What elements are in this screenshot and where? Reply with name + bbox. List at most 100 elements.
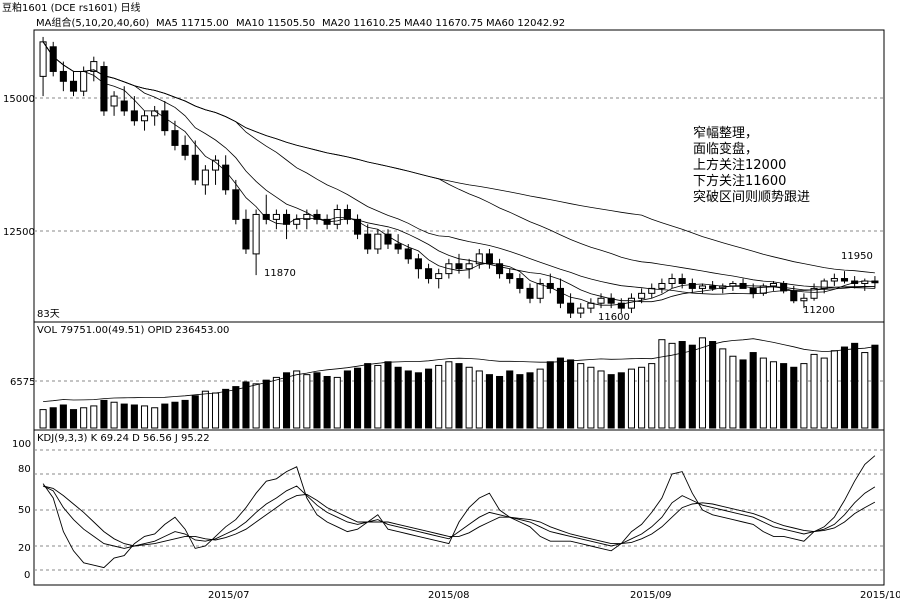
volume-bar <box>303 374 311 429</box>
ma60-line <box>42 41 875 274</box>
kdj-k-line <box>42 485 876 549</box>
annotation-line-5: 突破区间则顺势跟进 <box>693 189 810 205</box>
candle-down <box>496 263 504 275</box>
candle-up <box>627 297 636 309</box>
volume-bar <box>719 348 727 429</box>
candle-down <box>516 278 524 289</box>
annotation-line-4: 下方关注11600 <box>693 173 786 189</box>
candle-up <box>830 278 838 282</box>
candle-down <box>567 302 575 314</box>
volume-bar <box>39 409 47 429</box>
candle-down <box>242 218 250 250</box>
candle-down <box>749 287 757 294</box>
candle-down <box>526 287 534 299</box>
volume-bar <box>384 361 392 429</box>
volume-bar <box>709 341 717 429</box>
volume-bar <box>638 366 646 429</box>
volume-bar <box>414 372 422 429</box>
volume-bar <box>90 405 98 429</box>
annotation-line-1: 窄幅整理， <box>693 125 758 141</box>
volume-bar <box>759 357 767 429</box>
x-label-2015-10: 2015/10 <box>860 590 900 601</box>
candle-down <box>607 297 615 304</box>
candle-up <box>597 297 605 304</box>
volume-header: VOL 79751.00(49.51) OPID 236453.00 <box>37 325 229 336</box>
candle-down <box>506 273 514 280</box>
volume-bar <box>668 342 676 429</box>
ma20-value: MA20 11610.25 <box>322 18 401 29</box>
ma60-value: MA60 12042.92 <box>486 18 565 29</box>
ma40-value: MA40 11670.75 <box>404 18 483 29</box>
volume-bar <box>627 368 636 429</box>
kdj-j-line <box>42 455 876 569</box>
volume-bar <box>59 404 67 429</box>
candle-down <box>414 258 422 270</box>
volume-ma-line <box>43 338 875 402</box>
volume-bar <box>252 383 260 429</box>
volume-bar <box>506 370 514 429</box>
volume-bar <box>769 361 778 429</box>
volume-bar <box>211 392 220 429</box>
kdj-tick-80: 80 <box>18 464 31 475</box>
candle-up <box>638 292 646 299</box>
kdj-header: KDJ(9,3,3) K 69.24 D 56.56 J 95.22 <box>37 433 210 444</box>
candle-up <box>536 282 544 299</box>
kdj-tick-0: 0 <box>24 570 30 581</box>
volume-bar <box>617 372 625 429</box>
candle-down <box>181 144 189 156</box>
x-label-2015-09: 2015/09 <box>630 590 672 601</box>
candle-down <box>688 282 696 289</box>
candle-down <box>556 287 564 304</box>
volume-tick: 6575 <box>10 377 35 388</box>
volume-bar <box>546 361 554 429</box>
volume-bar <box>485 374 493 429</box>
volume-bar <box>810 353 818 429</box>
candle-down <box>840 278 849 282</box>
candle-down <box>394 243 402 250</box>
candle-down <box>171 130 179 146</box>
chart-marks <box>34 36 884 571</box>
volume-bar <box>161 403 169 429</box>
candle-down <box>425 268 433 280</box>
volume-bar <box>69 409 78 429</box>
candle-down <box>130 110 138 122</box>
volume-bar <box>333 376 341 429</box>
volume-bar <box>526 372 534 429</box>
candle-down <box>69 80 78 92</box>
price-tick-12500: 12500 <box>3 227 35 238</box>
x-label-2015-08: 2015/08 <box>428 590 470 601</box>
volume-bar <box>232 386 240 429</box>
volume-bar <box>191 395 199 429</box>
candle-up <box>211 159 220 171</box>
volume-bar <box>171 401 179 429</box>
candle-down <box>59 70 67 82</box>
candle-down <box>262 213 270 220</box>
volume-bar <box>698 337 707 429</box>
x-label-2015-07: 2015/07 <box>208 590 250 601</box>
volume-bar <box>567 359 575 429</box>
candle-up <box>465 263 473 270</box>
volume-bar <box>404 370 412 429</box>
volume-bar <box>688 344 696 429</box>
kdj-tick-100: 100 <box>12 439 31 450</box>
volume-bar <box>445 361 453 429</box>
candle-down <box>871 280 879 284</box>
volume-bar <box>861 352 869 429</box>
volume-bar <box>597 370 605 429</box>
ma-set-label: MA组合(5,10,20,40,60) <box>36 16 149 29</box>
candle-down <box>354 218 362 235</box>
annotation-line-3: 上方关注12000 <box>693 157 786 173</box>
low-label-11600: 11600 <box>598 312 630 323</box>
candle-down <box>617 302 625 309</box>
volume-bar <box>465 366 473 429</box>
candle-up <box>201 169 209 186</box>
volume-bar <box>840 346 849 429</box>
candle-up <box>577 307 585 314</box>
candle-down <box>404 248 412 260</box>
candle-down <box>455 263 463 270</box>
volume-bar <box>536 368 544 429</box>
volume-bar <box>607 374 615 429</box>
candle-down <box>120 100 128 112</box>
candle-up <box>475 253 483 265</box>
